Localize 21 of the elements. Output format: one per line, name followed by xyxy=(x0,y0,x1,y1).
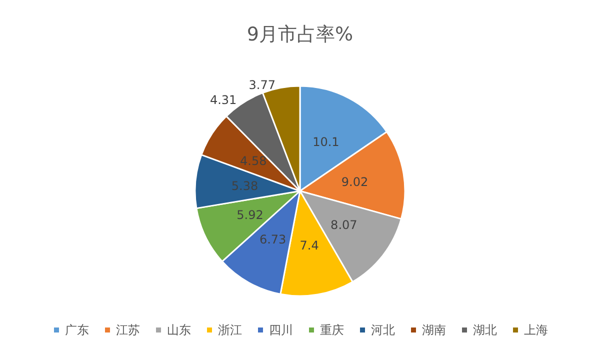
legend-label: 河北 xyxy=(371,323,395,337)
data-label: 3.77 xyxy=(248,78,276,92)
legend-label: 广东 xyxy=(65,323,89,337)
data-label: 5.38 xyxy=(231,178,258,193)
legend-label: 浙江 xyxy=(218,323,242,337)
data-label: 4.58 xyxy=(240,154,267,168)
legend-label: 上海 xyxy=(524,323,548,337)
legend-label: 湖南 xyxy=(422,323,446,337)
legend-label: 湖北 xyxy=(473,323,497,337)
data-label: 7.4 xyxy=(300,238,319,253)
data-label: 6.73 xyxy=(259,232,286,246)
data-label: 9.02 xyxy=(341,174,368,189)
chart-title: 9月市占率% xyxy=(246,24,354,46)
legend-label: 四川 xyxy=(269,323,293,337)
legend-label: 重庆 xyxy=(320,323,344,337)
data-label: 5.92 xyxy=(236,208,264,222)
data-label: 8.07 xyxy=(330,218,358,232)
legend-label: 江苏 xyxy=(116,323,140,337)
legend-label: 山东 xyxy=(167,323,191,337)
data-label: 4.31 xyxy=(210,93,237,108)
data-label: 10.1 xyxy=(312,134,340,149)
